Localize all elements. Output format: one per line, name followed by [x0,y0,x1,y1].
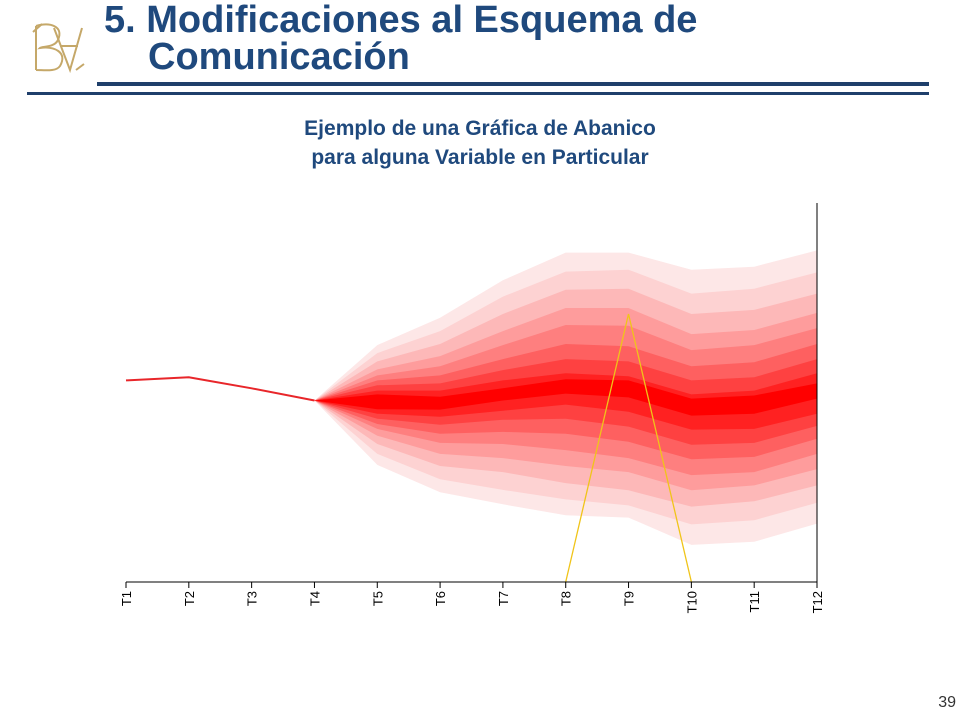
page-number: 39 [938,694,956,711]
x-tick-label-t5: T5 [370,591,385,606]
chart-title-line-2: para alguna Variable en Particular [311,146,649,169]
x-tick-label-t11: T11 [747,591,762,612]
history-line [125,376,315,402]
x-tick-label-t7: T7 [496,591,511,606]
title-underline-thin [27,92,929,95]
x-tick-label-t8: T8 [559,591,574,606]
x-tick-label-t4: T4 [308,591,323,606]
chart-title: Ejemplo de una Gráfica de Abanico para a… [180,114,780,172]
x-tick-label-t12: T12 [810,591,825,613]
title-underline-thick [97,82,929,86]
chart-title-line-1: Ejemplo de una Gráfica de Abanico [304,117,656,140]
x-tick-label-t2: T2 [182,591,197,606]
banco-de-mexico-monogram-icon [32,23,85,74]
slide-title-line-2: Comunicación [148,36,410,78]
x-tick-label-t9: T9 [622,591,637,606]
x-tick-label-t1: T1 [119,591,134,606]
slide-title-line-1: 5. Modificaciones al Esquema de [104,0,698,41]
marker-line [565,313,693,583]
x-tick-label-t6: T6 [433,591,448,606]
slide-title: 5. Modificaciones al Esquema de Comunica… [104,0,924,78]
x-tick-label-t3: T3 [245,591,260,606]
x-tick-label-t10: T10 [684,591,699,613]
fan-band-9 [314,379,817,416]
